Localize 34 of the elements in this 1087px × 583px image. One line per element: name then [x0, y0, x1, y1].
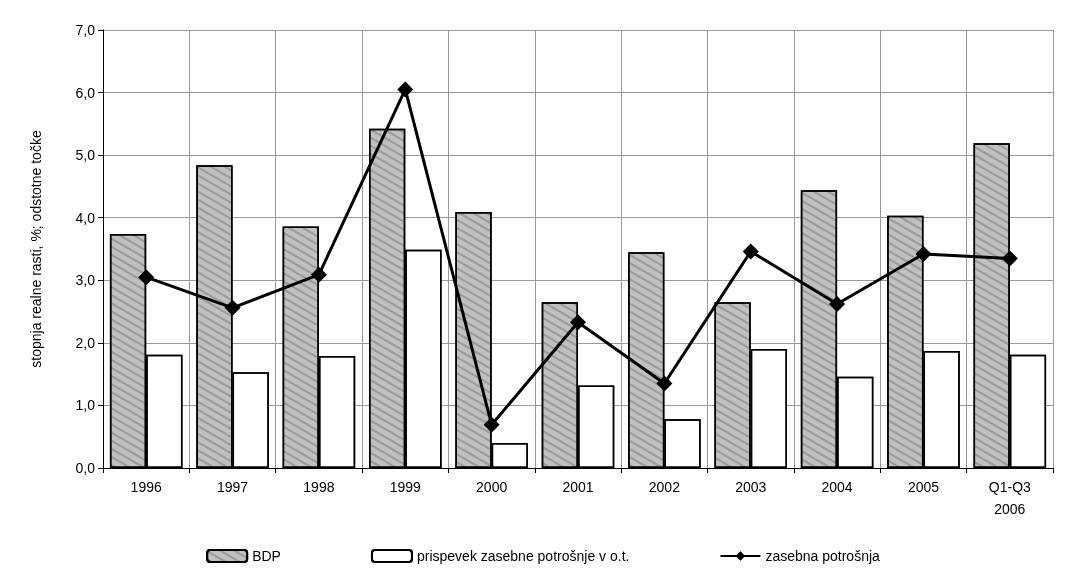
- y-tick-label: 5,0: [75, 147, 96, 164]
- legend-label: prispevek zasebne potrošnje v o.t.: [416, 548, 630, 564]
- point: [915, 246, 932, 263]
- x-tick-label: 2005: [907, 479, 940, 495]
- point: [138, 269, 155, 286]
- point: [1001, 250, 1018, 267]
- x-tick-label: 2000: [476, 479, 508, 495]
- point: [483, 416, 500, 433]
- y-tick-label: 2,0: [75, 334, 96, 351]
- y-tick-label: 6,0: [75, 84, 96, 101]
- point: [310, 266, 327, 283]
- point: [829, 296, 846, 313]
- y-tick-label: 3,0: [75, 272, 96, 289]
- point: [742, 243, 759, 260]
- point: [224, 299, 241, 316]
- x-tick-label: 1996: [130, 479, 162, 495]
- x-tick-label: 2004: [821, 479, 853, 495]
- x-tick-label: 1999: [389, 479, 422, 495]
- legend-label: BDP: [252, 548, 281, 564]
- y-tick-label: 7,0: [75, 22, 96, 38]
- point: [656, 375, 673, 392]
- point: [570, 314, 586, 331]
- x-tick-label: 1997: [216, 479, 249, 495]
- point: [397, 81, 414, 98]
- x-tick-label: 2002: [648, 479, 681, 495]
- y-tick-label: 1,0: [75, 397, 96, 414]
- x-tick-label: 1998: [303, 479, 335, 495]
- x-tick-label: 2003: [735, 479, 767, 495]
- y-tick-label: 0,0: [75, 460, 96, 476]
- x-tick-label: Q1-Q3 2006: [988, 479, 1032, 517]
- y-tick-label: 4,0: [75, 209, 96, 226]
- y-axis-title: stopnja realne rasti, %; odstotne točke: [28, 130, 44, 368]
- x-tick-label: 2001: [562, 479, 594, 495]
- legend-label: zasebna potrošnja: [765, 548, 881, 564]
